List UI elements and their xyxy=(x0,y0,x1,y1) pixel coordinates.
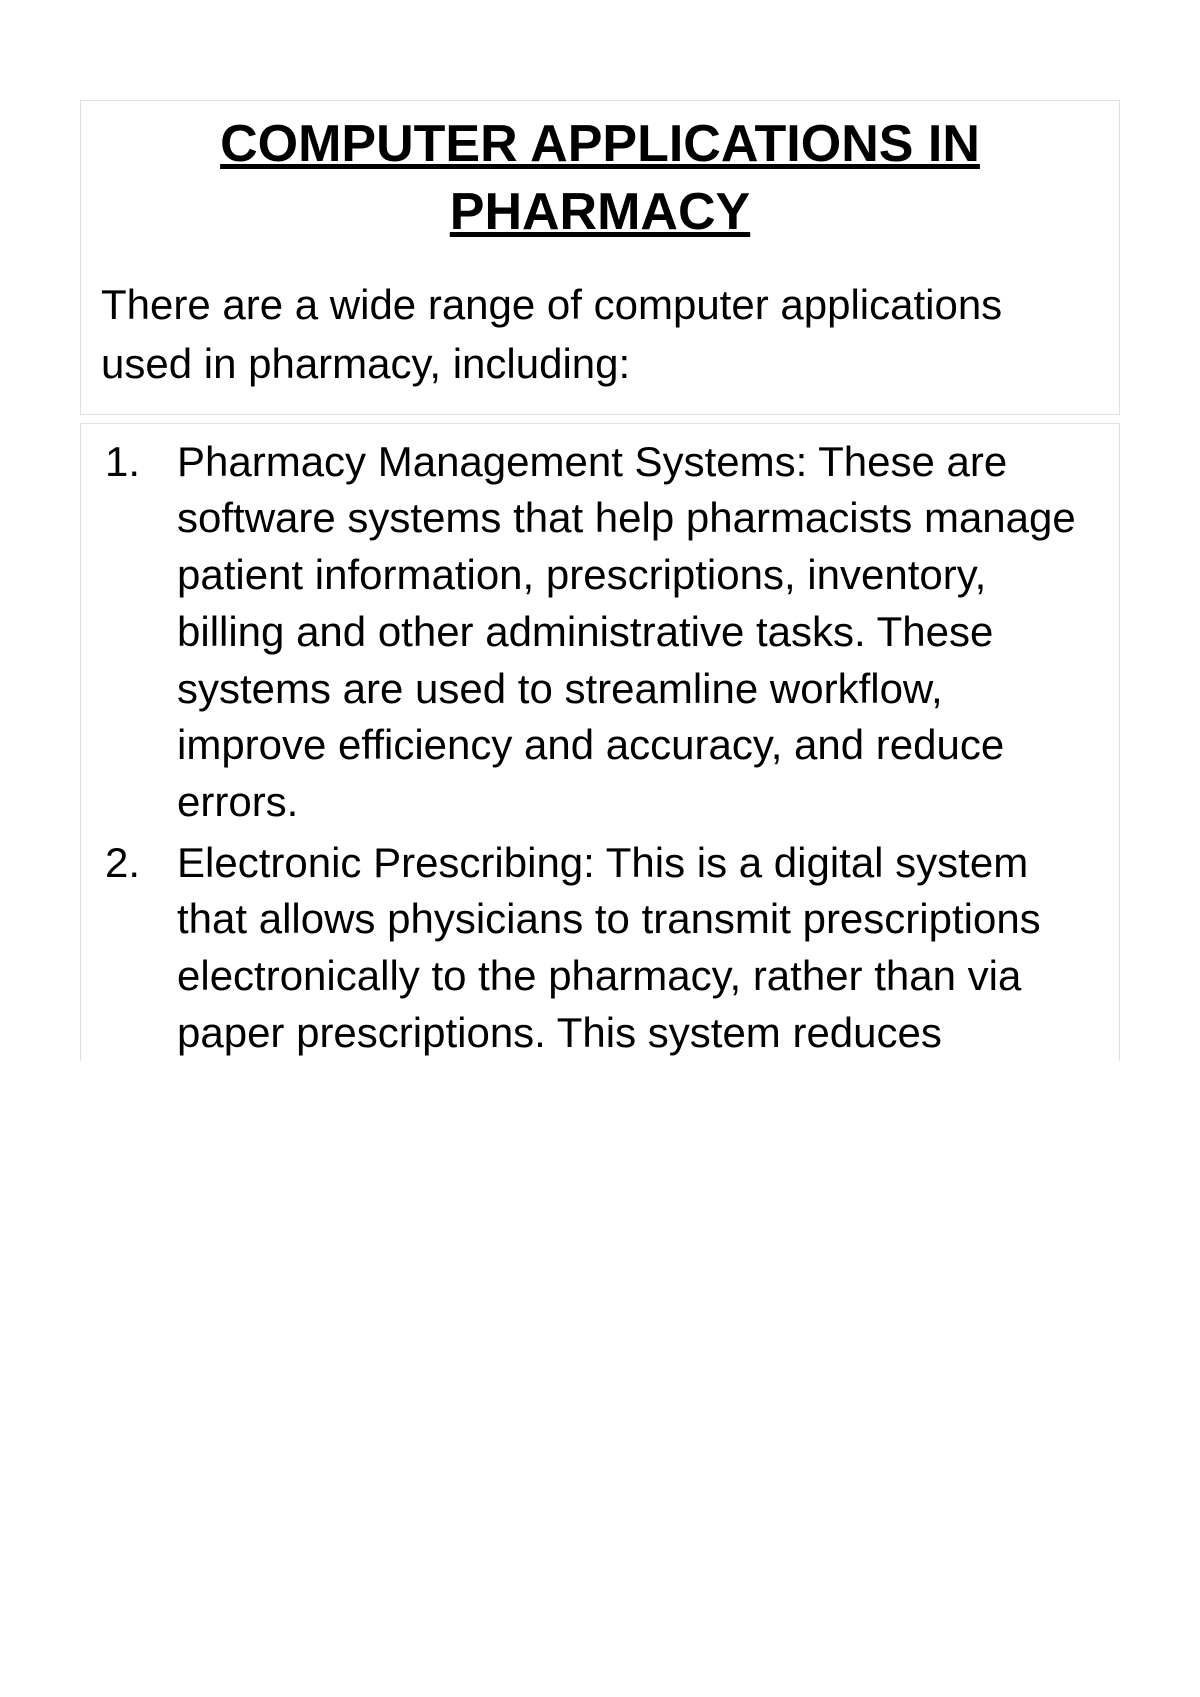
list-text: Pharmacy Management Systems: These are s… xyxy=(177,438,1076,825)
list-number: 1. xyxy=(105,434,177,491)
document-title: COMPUTER APPLICATIONS IN PHARMACY xyxy=(101,111,1099,246)
list-number: 2. xyxy=(105,835,177,892)
list-item: 1.Pharmacy Management Systems: These are… xyxy=(137,434,1099,831)
list-text: Electronic Prescribing: This is a digita… xyxy=(177,839,1041,1056)
list-container: 1.Pharmacy Management Systems: These are… xyxy=(80,423,1120,1062)
list-item: 2.Electronic Prescribing: This is a digi… xyxy=(137,835,1099,1062)
header-container: COMPUTER APPLICATIONS IN PHARMACY There … xyxy=(80,100,1120,415)
intro-paragraph: There are a wide range of computer appli… xyxy=(101,276,1099,394)
